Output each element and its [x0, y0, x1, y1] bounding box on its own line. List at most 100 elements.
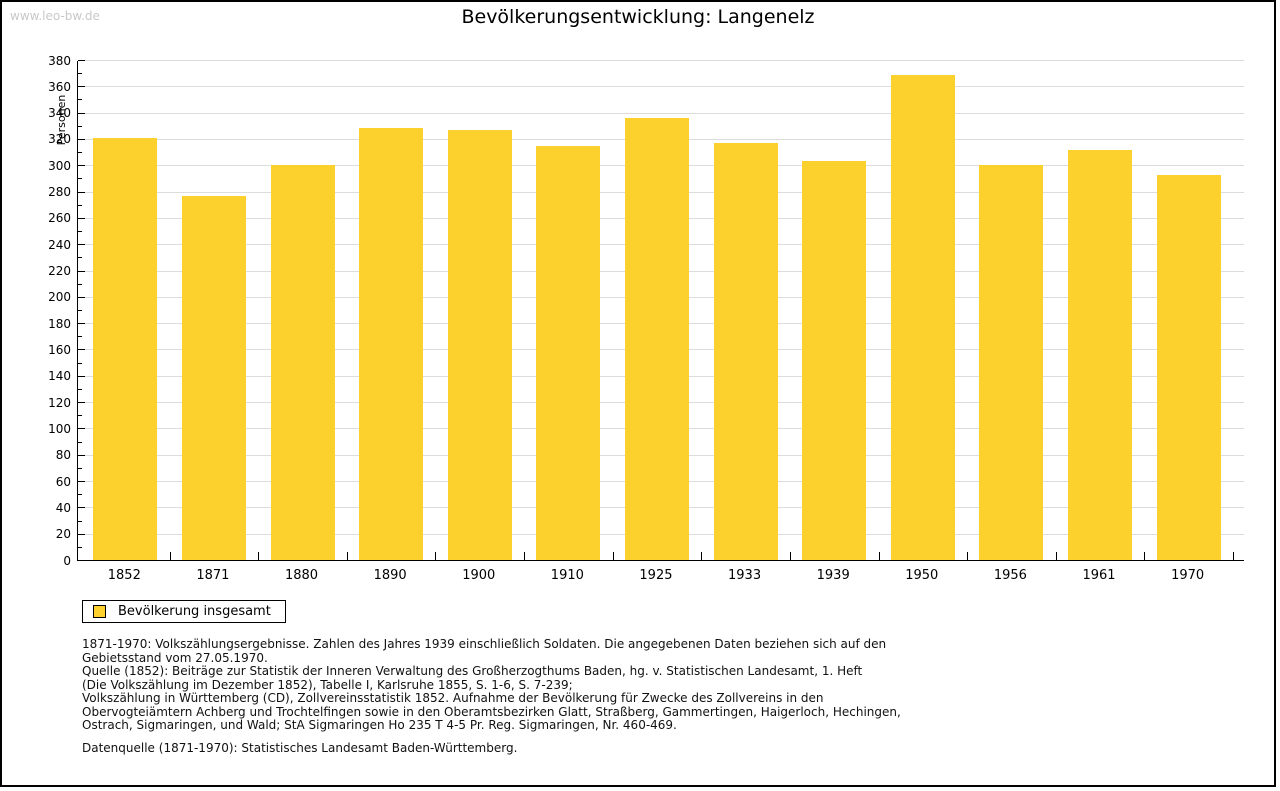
x-tick-label: 1956: [993, 568, 1027, 583]
footnote-line: Quelle (1852): Beiträge zur Statistik de…: [82, 664, 863, 678]
y-minor-tick: [78, 73, 82, 75]
x-tick-label: 1933: [728, 568, 762, 583]
footnote-line: Volkszählung in Württemberg (CD), Zollve…: [82, 691, 824, 705]
x-tick-label: 1939: [816, 568, 850, 583]
y-major-tick: [78, 138, 85, 140]
x-boundary-tick: [967, 552, 969, 560]
x-tick-label: 1852: [107, 568, 141, 583]
y-major-tick: [78, 165, 85, 167]
y-tick-label: 140: [48, 369, 71, 384]
y-tick-label: 300: [48, 158, 71, 173]
plot-area: Personen 0 20 40 60 80 100 120 140 160 180 200 220 2…: [48, 54, 1244, 568]
y-minor-tick: [78, 494, 82, 496]
x-tick-label: 1925: [639, 568, 673, 583]
x-tick-label: 1950: [905, 568, 939, 583]
bar-slot: [1144, 61, 1233, 560]
bar-slot: [524, 61, 613, 560]
y-major-tick: [78, 481, 85, 483]
y-major-tick: [78, 323, 85, 325]
y-tick-label: 160: [48, 342, 71, 357]
x-tick-label: 1900: [462, 568, 496, 583]
legend-swatch-icon: [93, 605, 106, 618]
bar-slot: [170, 61, 259, 560]
x-tick-label: 1970: [1171, 568, 1205, 583]
y-minor-tick: [78, 125, 82, 127]
y-major-tick: [78, 244, 85, 246]
x-axis-labels: 1852 1871 1880 1890 1900 1910 1925 1933 1939 1950…: [80, 568, 1232, 583]
population-bar: [447, 129, 512, 560]
legend-box: Bevölkerung insgesamt: [82, 600, 286, 623]
population-bar: [536, 145, 601, 560]
y-tick-label: 240: [48, 237, 71, 252]
y-major-tick: [78, 375, 85, 377]
y-major-tick: [78, 402, 85, 404]
population-bar: [890, 74, 955, 560]
bar-slot: [347, 61, 436, 560]
y-minor-tick: [78, 99, 82, 101]
y-major-tick: [78, 112, 85, 114]
y-tick-label: 360: [48, 79, 71, 94]
population-bar: [359, 128, 424, 560]
bar-slot: [81, 61, 170, 560]
y-major-tick: [78, 296, 85, 298]
y-minor-tick: [78, 283, 82, 285]
footnote-line: (Die Volkszählung im Dezember 1852), Tab…: [82, 677, 573, 692]
population-bar: [979, 165, 1044, 560]
legend-label: Bevölkerung insgesamt: [118, 604, 271, 619]
footnote-line: 1871-1970: Volkszählungsergebnisse. Zahl…: [82, 637, 887, 651]
bar-slot: [1056, 61, 1145, 560]
y-major-tick: [78, 533, 85, 535]
bar-slot: [258, 61, 347, 560]
y-minor-tick: [78, 310, 82, 311]
y-major-tick: [78, 60, 85, 61]
y-tick-label: 0: [63, 553, 71, 568]
population-bar: [93, 137, 158, 560]
y-minor-tick: [78, 204, 82, 206]
chart-title: Bevölkerungsentwicklung: Langenelz: [461, 6, 815, 28]
x-tick-label: 1871: [196, 568, 230, 583]
y-major-tick: [78, 191, 85, 193]
population-bar: [802, 161, 867, 560]
y-tick-label: 320: [48, 132, 71, 147]
x-tick-label: 1880: [284, 568, 319, 583]
y-tick-label: 180: [48, 316, 71, 331]
y-minor-tick: [78, 152, 82, 154]
y-tick-label: 220: [48, 264, 71, 279]
x-boundary-tick: [1055, 552, 1057, 560]
y-major-tick: [78, 428, 85, 430]
y-major-tick: [78, 507, 85, 509]
x-boundary-tick: [169, 552, 171, 560]
y-minor-tick: [78, 388, 82, 390]
y-major-tick: [78, 217, 85, 219]
x-boundary-tick: [524, 552, 526, 560]
y-minor-tick: [78, 441, 82, 443]
gridline: [78, 60, 1244, 61]
footnote-line: Ostrach, Sigmaringen, und Wald; StA Sigm…: [82, 718, 677, 732]
footnote-block: 1871-1970: Volkszählungsergebnisse. Zahl…: [82, 637, 1232, 733]
x-tick-label: 1890: [373, 568, 407, 583]
population-bar: [713, 142, 778, 560]
y-tick-label: 280: [48, 185, 71, 200]
population-bar: [181, 195, 246, 560]
y-tick-label: 120: [48, 395, 71, 410]
x-boundary-tick: [1233, 552, 1234, 560]
y-tick-label: 260: [48, 211, 71, 226]
y-minor-tick: [78, 546, 82, 548]
bar-series: [81, 61, 1233, 560]
x-tick-label: 1910: [550, 568, 584, 583]
bar-slot: [613, 61, 702, 560]
bar-slot: [967, 61, 1056, 560]
bar-slot: [701, 61, 790, 560]
gridline: [78, 86, 1244, 88]
y-minor-tick: [78, 231, 82, 233]
x-tick-label: 1961: [1082, 568, 1116, 583]
datasource-line: Datenquelle (1871-1970): Statistisches L…: [82, 741, 518, 755]
y-minor-tick: [78, 520, 82, 522]
population-bar: [270, 165, 335, 560]
y-tick-label: 20: [55, 527, 71, 542]
x-boundary-tick: [435, 552, 437, 560]
y-tick-label: 200: [48, 290, 71, 305]
footnote-line: Gebietsstand vom 27.05.1970.: [82, 650, 268, 665]
y-minor-tick: [78, 178, 82, 180]
